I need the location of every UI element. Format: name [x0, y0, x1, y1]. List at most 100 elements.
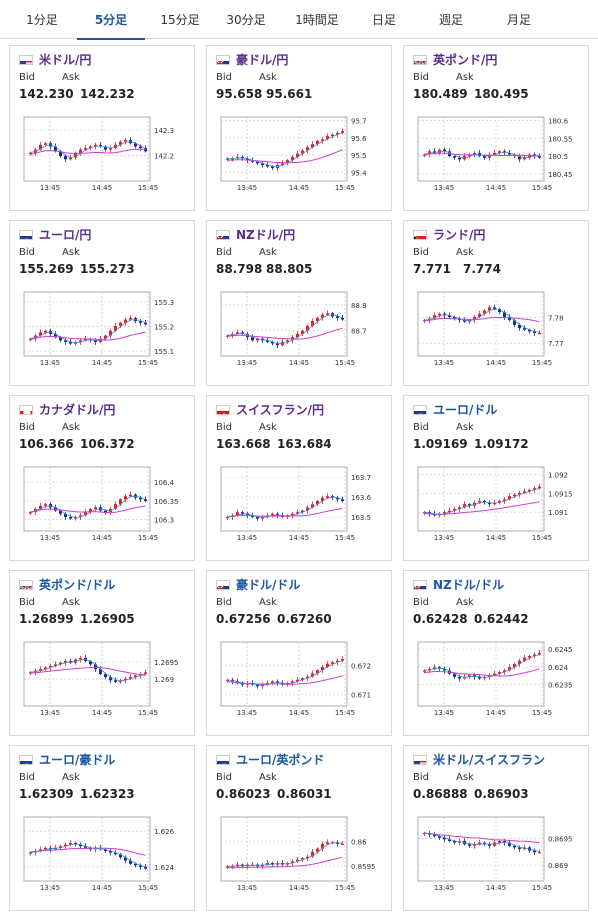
- candle-body: [89, 661, 92, 665]
- mini-candle-chart[interactable]: 88.8 88.7 13:45 14:45 15:45: [215, 290, 383, 380]
- mini-candle-chart[interactable]: 106.4 106.35 106.3 13:45 14:45 15:45: [18, 465, 186, 555]
- candle-body: [39, 332, 42, 336]
- currency-pair-link[interactable]: 豪ドル/円: [236, 53, 289, 67]
- currency-pair-link[interactable]: 米ドル/スイスフラン: [433, 753, 546, 767]
- x-tick-label: 15:45: [532, 884, 552, 892]
- rate-card[interactable]: カナダドル/円 Bid Ask 106.366 106.372 106.4 106.35 10…: [9, 395, 195, 561]
- candle-body: [79, 149, 82, 153]
- tab-weekly[interactable]: 週足: [438, 13, 463, 27]
- rate-card[interactable]: 米ドル/円 Bid Ask 142.230 142.232 142.3 142.2 13:45…: [9, 45, 195, 211]
- mini-candle-chart[interactable]: 1.626 1.624 13:45 14:45 15:45: [18, 815, 186, 905]
- candle-body: [84, 148, 87, 150]
- ma-slow-line: [30, 666, 146, 676]
- mini-candle-chart[interactable]: 0.8695 0.869 13:45 14:45 15:45: [412, 815, 580, 905]
- currency-pair-link[interactable]: 英ポンド/円: [433, 53, 498, 67]
- tab-1min[interactable]: 1分足: [26, 13, 58, 27]
- rate-card[interactable]: ユーロ/ドル Bid Ask 1.09169 1.09172 1.092 1.0915 1.0…: [403, 395, 589, 561]
- currency-pair-link[interactable]: カナダドル/円: [39, 403, 116, 417]
- currency-pair-link[interactable]: 英ポンド/ドル: [39, 578, 116, 592]
- plot-frame: [23, 291, 151, 357]
- bid-label: Bid: [216, 72, 232, 83]
- candle-body: [316, 140, 319, 145]
- tab-daily[interactable]: 日足: [371, 13, 396, 27]
- candle-body: [271, 513, 274, 516]
- candle-body: [94, 144, 97, 147]
- candle-body: [301, 150, 304, 154]
- currency-pair-link[interactable]: ランド/円: [433, 228, 486, 242]
- candle-body: [326, 136, 329, 140]
- mini-candle-chart[interactable]: 0.672 0.671 13:45 14:45 15:45: [215, 640, 383, 730]
- candle-body: [94, 340, 97, 342]
- candle-body: [503, 499, 506, 501]
- rate-card[interactable]: NZドル/円 Bid Ask 88.798 88.805 88.8 88.7 13:45 14:…: [206, 220, 392, 386]
- ask-value: 180.495: [474, 87, 529, 101]
- currency-pair-link[interactable]: ユーロ/豪ドル: [39, 753, 116, 767]
- bid-label: Bid: [413, 422, 429, 433]
- currency-pair-link[interactable]: スイスフラン/円: [236, 403, 325, 417]
- mini-candle-chart[interactable]: 0.86 0.8595 13:45 14:45 15:45: [215, 815, 383, 905]
- x-tick-label: 13:45: [237, 709, 257, 717]
- candle-body: [316, 670, 319, 674]
- mini-candle-chart[interactable]: 142.3 142.2 13:45 14:45 15:45: [18, 115, 186, 205]
- currency-pair-link[interactable]: NZドル/ドル: [433, 578, 505, 592]
- rate-card[interactable]: 米ドル/スイスフラン Bid Ask 0.86888 0.86903 0.8695 0.86…: [403, 745, 589, 911]
- x-tick-label: 15:45: [532, 184, 552, 192]
- x-tick-label: 15:45: [138, 184, 158, 192]
- rate-card[interactable]: スイスフラン/円 Bid Ask 163.668 163.684 163.7 163.6 16…: [206, 395, 392, 561]
- ask-label: Ask: [456, 772, 474, 783]
- tab-5min[interactable]: 5分足: [77, 0, 145, 40]
- rate-card[interactable]: 英ポンド/ドル Bid Ask 1.26899 1.26905 1.2695 1.269 13…: [9, 570, 195, 736]
- candle-body: [69, 516, 72, 519]
- x-tick-label: 14:45: [486, 184, 506, 192]
- currency-pair-link[interactable]: ユーロ/円: [39, 228, 92, 242]
- mini-candle-chart[interactable]: 7.78 7.77 13:45 14:45 15:45: [412, 290, 580, 380]
- y-tick-label: 0.672: [351, 662, 371, 670]
- candle-body: [458, 676, 461, 679]
- mini-candle-chart[interactable]: 163.7 163.6 163.5 13:45 14:45 15:45: [215, 465, 383, 555]
- rate-card[interactable]: 英ポンド/円 Bid Ask 180.489 180.495 180.6 180.55 180…: [403, 45, 589, 211]
- rate-card[interactable]: 豪ドル/円 Bid Ask 95.658 95.661 95.7 95.6 95.5 95.4 1…: [206, 45, 392, 211]
- candle-body: [84, 338, 87, 341]
- y-tick-label: 1.624: [154, 864, 175, 872]
- mini-candle-chart[interactable]: 95.7 95.6 95.5 95.4 13:45 14:45 15:45: [215, 115, 383, 205]
- bid-value: 1.62309: [19, 787, 74, 801]
- mini-candle-chart[interactable]: 155.3 155.2 155.1 13:45 14:45 15:45: [18, 290, 186, 380]
- rate-card[interactable]: NZドル/ドル Bid Ask 0.62428 0.62442 0.6245 0.624 0.…: [403, 570, 589, 736]
- rate-card[interactable]: ランド/円 Bid Ask 7.771 7.774 7.78 7.77 13:45 14:45 1…: [403, 220, 589, 386]
- rate-card[interactable]: ユーロ/豪ドル Bid Ask 1.62309 1.62323 1.626 1.624 13:…: [9, 745, 195, 911]
- rate-card[interactable]: ユーロ/英ポンド Bid Ask 0.86023 0.86031 0.86 0.8595 13…: [206, 745, 392, 911]
- ma-slow-line: [30, 505, 146, 513]
- currency-pair-link[interactable]: ユーロ/ドル: [433, 403, 498, 417]
- x-tick-label: 14:45: [289, 534, 309, 542]
- mini-candle-chart[interactable]: 0.6245 0.624 0.6235 13:45 14:45 15:45: [412, 640, 580, 730]
- currency-pair-link[interactable]: 豪ドル/ドル: [236, 578, 301, 592]
- y-tick-label: 155.3: [154, 299, 174, 307]
- ask-label: Ask: [62, 247, 80, 258]
- tab-monthly[interactable]: 月足: [506, 13, 531, 27]
- currency-pair-link[interactable]: ユーロ/英ポンド: [236, 753, 325, 767]
- rate-card[interactable]: 豪ドル/ドル Bid Ask 0.67256 0.67260 0.672 0.671 13:4…: [206, 570, 392, 736]
- ma-fast-line: [30, 319, 146, 343]
- tab-1hour[interactable]: 1時間足: [295, 13, 339, 27]
- tab-30min[interactable]: 30分足: [226, 13, 266, 27]
- mini-candle-chart[interactable]: 1.2695 1.269 13:45 14:45 15:45: [18, 640, 186, 730]
- candle-body: [286, 340, 289, 342]
- currency-pair-link[interactable]: NZドル/円: [236, 228, 296, 242]
- candle-body: [44, 667, 47, 670]
- bid-value: 155.269: [19, 262, 74, 276]
- currency-pair-link[interactable]: 米ドル/円: [39, 53, 92, 67]
- candle-body: [423, 670, 426, 672]
- candle-body: [306, 325, 309, 331]
- ask-label: Ask: [259, 72, 277, 83]
- candle-body: [74, 152, 77, 158]
- y-tick-label: 0.86: [351, 839, 367, 847]
- candle-body: [94, 507, 97, 509]
- candle-body: [226, 679, 229, 682]
- candle-body: [523, 157, 526, 160]
- candle-body: [39, 144, 42, 150]
- mini-candle-chart[interactable]: 1.092 1.0915 1.091 13:45 14:45 15:45: [412, 465, 580, 555]
- plot-frame: [220, 641, 348, 707]
- rate-card[interactable]: ユーロ/円 Bid Ask 155.269 155.273 155.3 155.2 155.1…: [9, 220, 195, 386]
- mini-candle-chart[interactable]: 180.6 180.55 180.5 180.45 13:45 14:45 15:45: [412, 115, 580, 205]
- tab-15min[interactable]: 15分足: [160, 13, 200, 27]
